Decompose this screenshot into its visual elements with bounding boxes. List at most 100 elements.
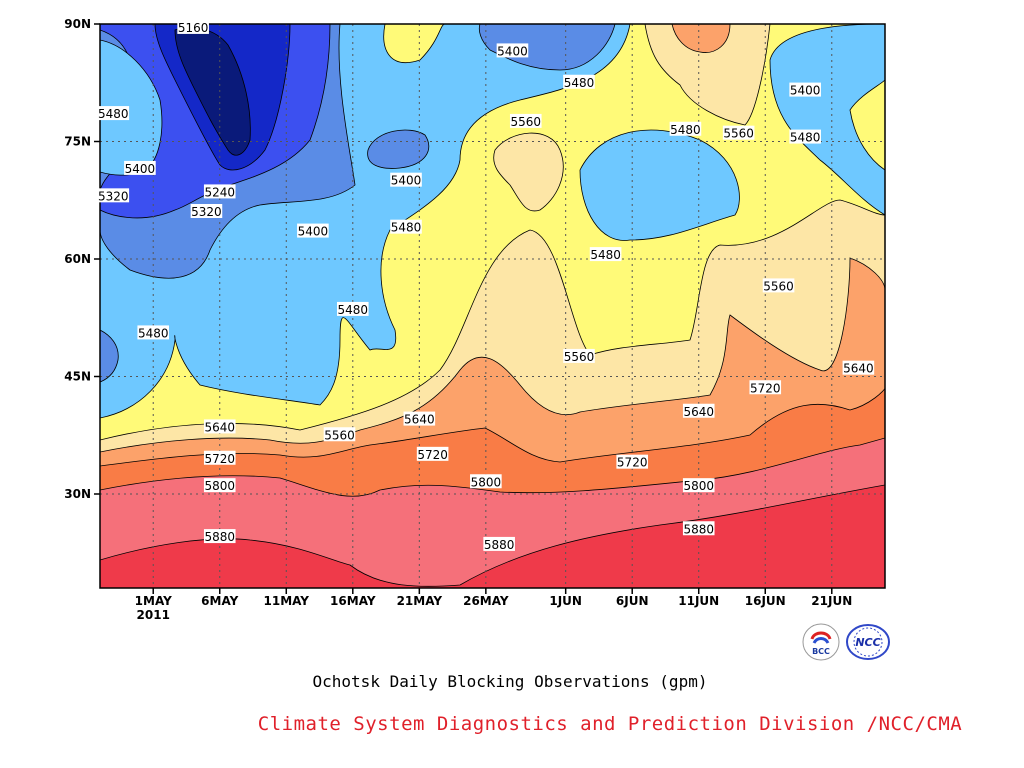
band-5320-isle-3 <box>100 329 119 383</box>
contour-label-text: 5640 <box>683 405 714 419</box>
contour-label-text: 5480 <box>790 131 821 145</box>
contour-label-bg <box>336 301 369 316</box>
x-tick-label: 16MAY <box>330 594 376 608</box>
contour-label: 5640 <box>403 411 436 427</box>
contour-label-text: 5480 <box>590 248 621 262</box>
contour-label: 5640 <box>842 360 875 376</box>
contour-label-text: 5880 <box>204 530 235 544</box>
band-5400-dark-west <box>100 39 163 176</box>
contour-label-text: 5400 <box>125 162 156 176</box>
contour-label: 5480 <box>589 247 622 262</box>
band-5640-north <box>671 24 731 53</box>
y-tick-label: 75N <box>64 135 91 149</box>
band-5320-isle-2 <box>478 24 616 71</box>
contour-label-bg <box>842 360 875 375</box>
contour-label-bg <box>682 478 715 493</box>
contour-label: 5800 <box>470 474 502 489</box>
x-tick-label: 21MAY <box>397 594 443 608</box>
credit-line: Climate System Diagnostics and Predictio… <box>257 713 963 735</box>
contour-label: 5800 <box>203 478 236 493</box>
x-tick-label: 26MAY <box>463 594 509 608</box>
contour-label-text: 5640 <box>404 413 435 427</box>
contour-label-bg <box>203 478 236 493</box>
y-tick-label: 60N <box>64 252 91 266</box>
plot-frame <box>99 23 886 589</box>
contour-label: 5560 <box>563 348 595 364</box>
contour-label: 5880 <box>203 529 236 544</box>
x-tick-label: 11JUN <box>678 594 719 608</box>
x-tick-year-label: 2011 <box>137 608 170 622</box>
band-5560-cell <box>493 132 564 212</box>
contour-label-text: 5800 <box>204 479 235 493</box>
contour-label-text: 5400 <box>790 84 821 98</box>
contour-label: 5800 <box>682 478 715 493</box>
contour-label-bg <box>762 278 795 293</box>
y-axis: 30N 45N 60N 75N 90N <box>64 17 100 501</box>
band-below-5160 <box>174 27 251 156</box>
contour-label-text: 5480 <box>564 76 595 90</box>
contour-label-bg <box>589 247 622 262</box>
bcc-logo-icon: BCC <box>802 623 840 661</box>
contour-label-bg <box>390 172 422 187</box>
bcc-logo-text: BCC <box>812 647 830 656</box>
contour-label-bg <box>97 106 130 121</box>
contour-label-bg <box>203 419 236 434</box>
grid-lines <box>100 24 885 588</box>
contour-label-bg <box>789 129 821 144</box>
y-tick-label: 30N <box>64 487 91 501</box>
contour-label-bg <box>97 188 130 203</box>
band-5400-east-2 <box>769 24 885 216</box>
contour-label-bg <box>203 184 236 199</box>
contour-label-bg <box>563 74 595 89</box>
contour-label: 5400 <box>297 223 329 239</box>
contour-label-bg <box>563 348 595 363</box>
band-5880 <box>100 484 885 588</box>
x-tick-label: 6JUN <box>616 594 649 608</box>
contour-label-text: 5400 <box>298 225 329 239</box>
contour-label-text: 5480 <box>98 107 129 121</box>
contour-label: 5640 <box>682 403 715 419</box>
contour-label-bg <box>749 380 782 395</box>
band-5400-east-1 <box>579 129 740 241</box>
plot-area <box>100 24 885 588</box>
contour-label: 5560 <box>509 113 542 129</box>
contour-label-text: 5240 <box>204 185 235 199</box>
contour-label-text: 5400 <box>391 174 422 188</box>
contour-label-text: 5720 <box>750 381 781 395</box>
band-5480-northeast <box>849 79 885 171</box>
contour-label: 5480 <box>97 106 130 121</box>
contour-label-text: 5160 <box>178 21 209 35</box>
contour-label-bg <box>137 325 170 340</box>
contour-label-bg <box>470 474 502 489</box>
contour-label-text: 5800 <box>683 479 714 493</box>
contour-label-bg <box>190 204 223 218</box>
contour-label-bg <box>177 19 209 34</box>
contour-label: 5240 <box>203 184 236 199</box>
contour-label-bg <box>203 529 236 544</box>
contour-label-text: 5640 <box>204 420 235 434</box>
contour-label-text: 5720 <box>204 452 235 466</box>
x-tick-label: 1JUN <box>549 594 582 608</box>
y-tick-label: 90N <box>64 17 91 31</box>
band-5320-isle-1 <box>367 129 430 169</box>
contour-label: 5480 <box>669 121 702 137</box>
contour-label-bg <box>682 521 715 536</box>
contour-label: 5400 <box>390 172 422 188</box>
contour-label-bg <box>390 219 422 234</box>
contour-label: 5480 <box>336 301 369 317</box>
contour-label: 5400 <box>789 82 821 98</box>
contour-label-bg <box>403 411 436 426</box>
contour-label-text: 5320 <box>191 205 222 219</box>
contour-label-text: 5560 <box>324 428 355 442</box>
contour-label-text: 5480 <box>338 303 369 317</box>
contour-label-bg <box>682 403 715 418</box>
chart-title: Ochotsk Daily Blocking Observations (gpm… <box>312 672 708 691</box>
contour-label-text: 5560 <box>723 127 754 141</box>
contour-label: 5720 <box>203 450 236 466</box>
contour-label-bg <box>509 113 542 128</box>
contour-label: 5880 <box>682 521 715 536</box>
contour-label-text: 5800 <box>471 475 502 489</box>
contour-label-text: 5320 <box>98 189 129 203</box>
